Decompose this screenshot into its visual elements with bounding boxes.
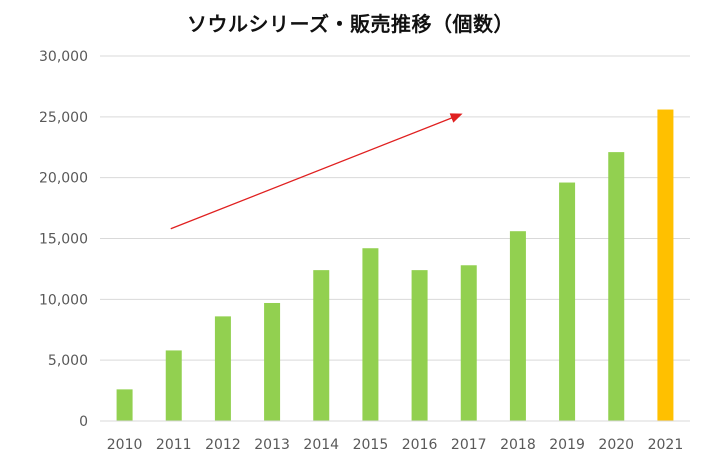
- x-tick-label: 2014: [303, 437, 339, 453]
- x-tick-label: 2017: [451, 437, 487, 453]
- x-tick-label: 2015: [353, 437, 389, 453]
- y-tick-label: 5,000: [48, 353, 88, 369]
- bar-2017: [460, 265, 477, 421]
- bar-2012: [214, 316, 231, 421]
- bar-2011: [165, 350, 182, 421]
- bar-2018: [509, 231, 526, 421]
- x-tick-label: 2018: [500, 437, 536, 453]
- x-tick-label: 2012: [205, 437, 241, 453]
- x-tick-label: 2013: [254, 437, 290, 453]
- chart-title: ソウルシリーズ・販売推移（個数）: [187, 12, 514, 36]
- bar-2019: [559, 182, 576, 421]
- y-tick-label: 25,000: [39, 110, 88, 126]
- y-tick-label: 30,000: [39, 49, 88, 65]
- y-tick-label: 15,000: [39, 232, 88, 248]
- trend-arrow: [170, 113, 463, 230]
- x-tick-label: 2020: [598, 437, 634, 453]
- bar-2010: [116, 389, 133, 421]
- bar-2015: [362, 248, 379, 421]
- y-tick-label: 20,000: [39, 171, 88, 187]
- bar-2016: [411, 270, 428, 421]
- bar-2014: [313, 270, 330, 421]
- y-tick-label: 0: [79, 414, 88, 430]
- x-tick-label: 2011: [156, 437, 192, 453]
- bar-2021: [657, 109, 674, 422]
- x-tick-label: 2016: [402, 437, 438, 453]
- bar-2020: [608, 152, 625, 421]
- bar-2013: [264, 302, 281, 421]
- x-tick-label: 2019: [549, 437, 585, 453]
- x-tick-label: 2021: [648, 437, 684, 453]
- y-tick-label: 10,000: [39, 292, 88, 308]
- x-tick-label: 2010: [107, 437, 143, 453]
